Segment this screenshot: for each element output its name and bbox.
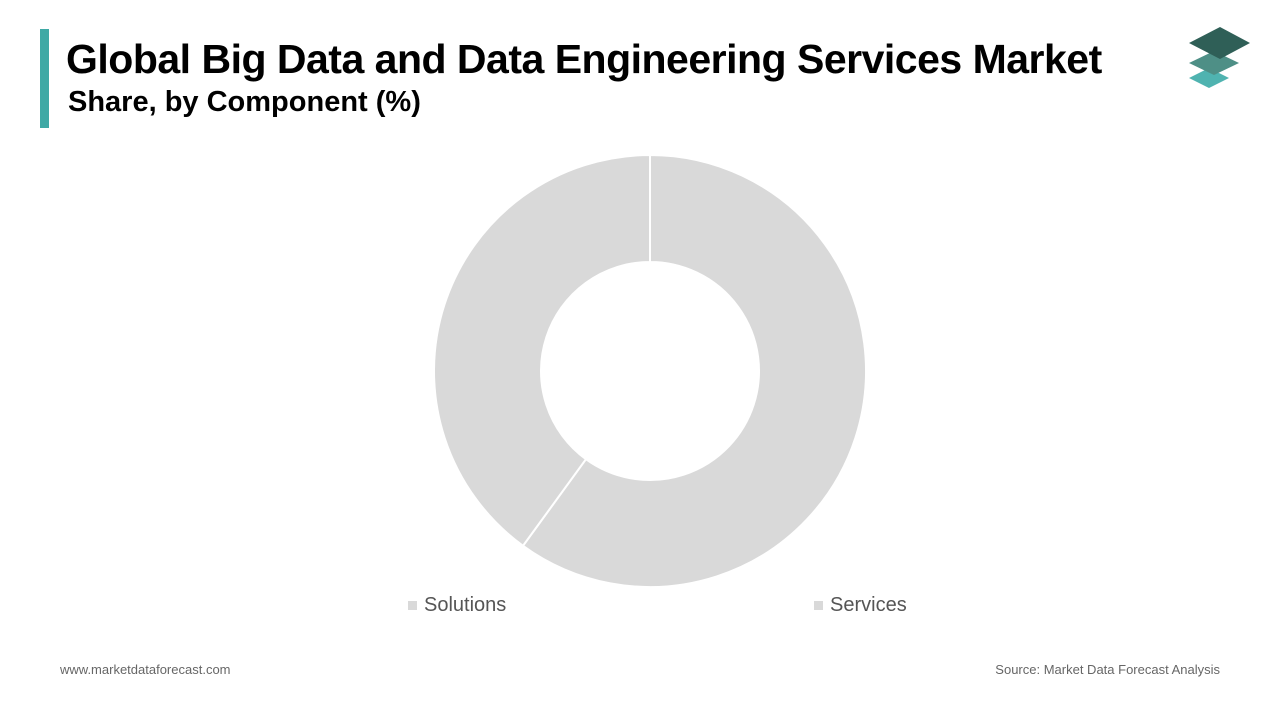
legend-swatch-services <box>814 601 823 610</box>
donut-slice-solutions <box>433 153 651 548</box>
chart-subtitle: Share, by Component (%) <box>68 86 421 118</box>
logo-layer-middle <box>1189 51 1239 75</box>
legend-label-services: Services <box>830 594 907 616</box>
legend-item-services: Services <box>814 594 907 617</box>
legend-item-solutions: Solutions <box>408 594 506 617</box>
stacked-layers-icon <box>1189 27 1250 88</box>
source-note: Source: Market Data Forecast Analysis <box>995 662 1220 677</box>
website-url: www.marketdataforecast.com <box>60 662 231 677</box>
logo-layer-bottom <box>1189 68 1229 88</box>
accent-bar <box>40 29 49 128</box>
legend-swatch-solutions <box>408 601 417 610</box>
legend-label-solutions: Solutions <box>424 594 507 616</box>
donut-slice-services <box>521 153 867 588</box>
chart-title: Global Big Data and Data Engineering Ser… <box>66 36 1102 82</box>
logo-layer-top <box>1189 27 1250 59</box>
